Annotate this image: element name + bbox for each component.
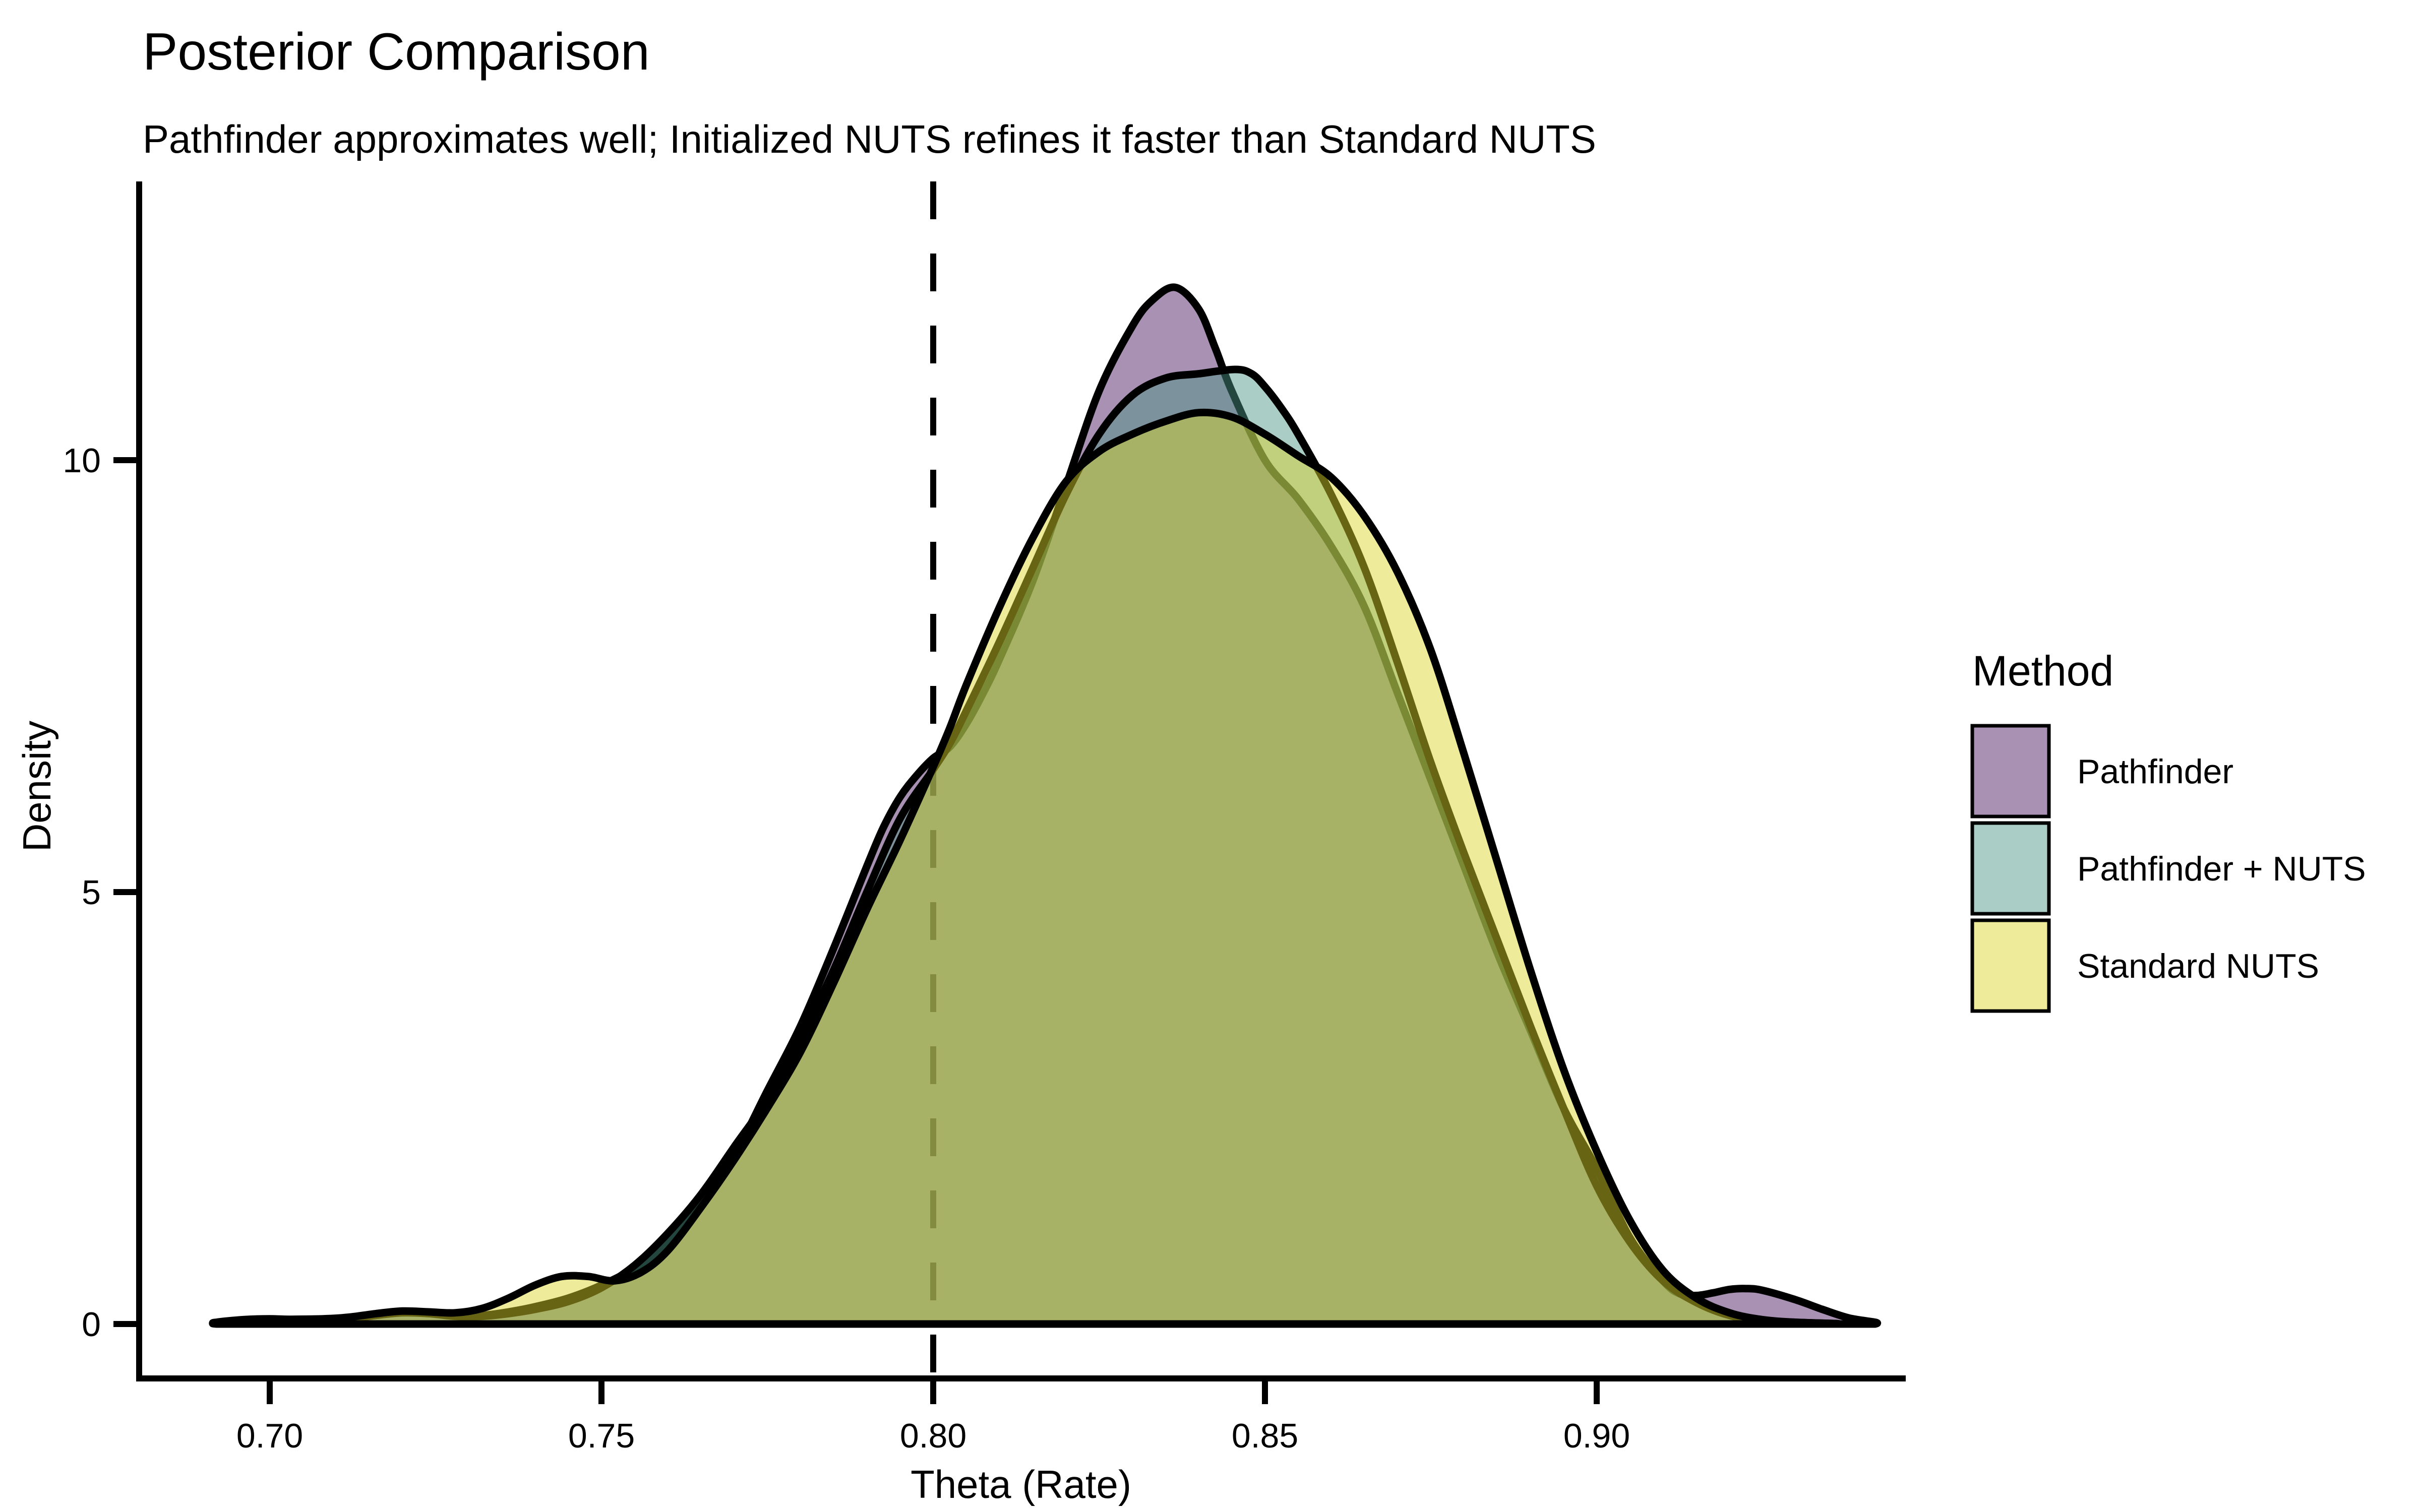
chart-subtitle: Pathfinder approximates well; Initialize… [143, 117, 1596, 161]
x-tick-label: 0.70 [236, 1417, 303, 1455]
y-axis-title: Density [15, 721, 59, 852]
x-tick-label: 0.80 [900, 1417, 966, 1455]
density-curve-standard-nuts [209, 408, 1843, 1328]
y-tick-label: 0 [82, 1305, 101, 1344]
x-axis-title: Theta (Rate) [911, 1462, 1131, 1506]
chart-title: Posterior Comparison [143, 23, 650, 81]
legend-key-pathfinder [1970, 724, 2051, 818]
legend-item-pathfinder-nuts: Pathfinder + NUTS [1970, 821, 2366, 916]
legend-item-standard-nuts: Standard NUTS [1970, 918, 2319, 1013]
x-tick-label: 0.85 [1232, 1417, 1298, 1455]
density-curves-layer [209, 283, 1882, 1328]
legend-label-standard-nuts: Standard NUTS [2077, 947, 2319, 985]
legend-key-standard-nuts [1970, 918, 2051, 1013]
axes-layer: 0.70 0.75 0.80 0.85 0.90 0 5 10 [63, 181, 1906, 1455]
legend-item-pathfinder: Pathfinder [1970, 724, 2233, 818]
legend-title: Method [1972, 647, 2113, 695]
y-tick-label: 5 [82, 873, 101, 912]
density-curve-pathfinder-nuts [209, 365, 1843, 1328]
y-ticks: 0 5 10 [63, 442, 136, 1344]
x-ticks: 0.70 0.75 0.80 0.85 0.90 [236, 1381, 1630, 1455]
x-tick-label: 0.75 [568, 1417, 635, 1455]
legend-label-pathfinder-nuts: Pathfinder + NUTS [2077, 850, 2366, 888]
x-tick-label: 0.90 [1563, 1417, 1630, 1455]
legend: Method Pathfinder Pathfinder + NUTS Stan… [1970, 647, 2366, 1013]
legend-key-pathfinder-nuts [1970, 821, 2051, 916]
y-tick-label: 10 [63, 442, 101, 480]
legend-label-pathfinder: Pathfinder [2077, 752, 2233, 791]
